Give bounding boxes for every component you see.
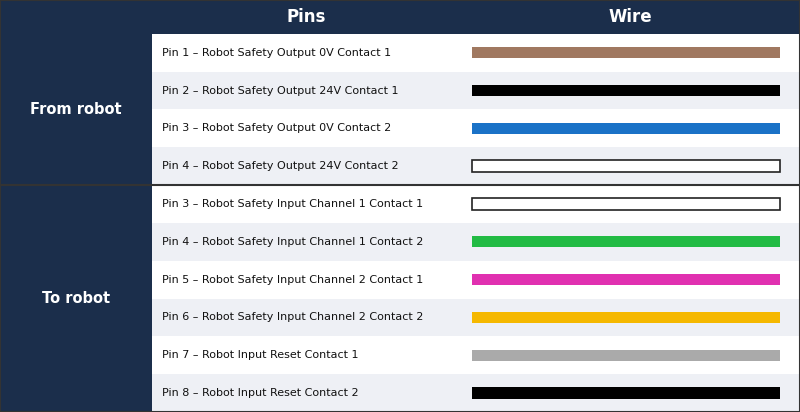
FancyBboxPatch shape	[0, 34, 152, 72]
FancyBboxPatch shape	[152, 147, 800, 185]
FancyBboxPatch shape	[472, 85, 780, 96]
FancyBboxPatch shape	[472, 161, 780, 172]
FancyBboxPatch shape	[152, 261, 800, 299]
FancyBboxPatch shape	[472, 123, 780, 134]
FancyBboxPatch shape	[0, 0, 800, 34]
FancyBboxPatch shape	[0, 336, 152, 374]
FancyBboxPatch shape	[472, 387, 780, 399]
FancyBboxPatch shape	[0, 261, 152, 299]
FancyBboxPatch shape	[0, 299, 152, 336]
Text: Pin 6 – Robot Safety Input Channel 2 Contact 2: Pin 6 – Robot Safety Input Channel 2 Con…	[162, 312, 424, 323]
Text: Pins: Pins	[286, 8, 326, 26]
FancyBboxPatch shape	[0, 185, 152, 223]
Text: Pin 5 – Robot Safety Input Channel 2 Contact 1: Pin 5 – Robot Safety Input Channel 2 Con…	[162, 275, 424, 285]
FancyBboxPatch shape	[0, 110, 152, 147]
Text: Pin 8 – Robot Input Reset Contact 2: Pin 8 – Robot Input Reset Contact 2	[162, 388, 359, 398]
Text: Pin 3 – Robot Safety Input Channel 1 Contact 1: Pin 3 – Robot Safety Input Channel 1 Con…	[162, 199, 423, 209]
FancyBboxPatch shape	[472, 350, 780, 361]
FancyBboxPatch shape	[0, 72, 152, 110]
FancyBboxPatch shape	[152, 223, 800, 261]
FancyBboxPatch shape	[152, 110, 800, 147]
FancyBboxPatch shape	[472, 47, 780, 59]
FancyBboxPatch shape	[152, 185, 800, 223]
FancyBboxPatch shape	[472, 312, 780, 323]
Text: Pin 4 – Robot Safety Input Channel 1 Contact 2: Pin 4 – Robot Safety Input Channel 1 Con…	[162, 237, 424, 247]
Text: Pin 1 – Robot Safety Output 0V Contact 1: Pin 1 – Robot Safety Output 0V Contact 1	[162, 48, 391, 58]
FancyBboxPatch shape	[0, 374, 152, 412]
FancyBboxPatch shape	[152, 34, 800, 72]
FancyBboxPatch shape	[152, 299, 800, 336]
FancyBboxPatch shape	[472, 236, 780, 248]
Text: Pin 7 – Robot Input Reset Contact 1: Pin 7 – Robot Input Reset Contact 1	[162, 350, 359, 360]
Text: Pin 2 – Robot Safety Output 24V Contact 1: Pin 2 – Robot Safety Output 24V Contact …	[162, 86, 399, 96]
FancyBboxPatch shape	[152, 336, 800, 374]
FancyBboxPatch shape	[152, 72, 800, 110]
FancyBboxPatch shape	[0, 223, 152, 261]
Text: From robot: From robot	[30, 102, 122, 117]
FancyBboxPatch shape	[0, 147, 152, 185]
FancyBboxPatch shape	[472, 274, 780, 285]
Text: To robot: To robot	[42, 291, 110, 306]
FancyBboxPatch shape	[472, 198, 780, 210]
Text: Wire: Wire	[608, 8, 652, 26]
Text: Pin 4 – Robot Safety Output 24V Contact 2: Pin 4 – Robot Safety Output 24V Contact …	[162, 161, 399, 171]
Text: Pin 3 – Robot Safety Output 0V Contact 2: Pin 3 – Robot Safety Output 0V Contact 2	[162, 123, 392, 133]
FancyBboxPatch shape	[152, 374, 800, 412]
